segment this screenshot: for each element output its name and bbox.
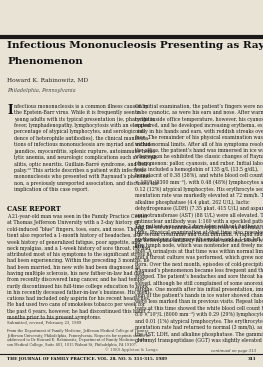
Text: Phenomenon: Phenomenon	[7, 57, 83, 66]
Text: A 21-year-old man was seen in the Family Practice Center
at Thomas Jefferson Uni: A 21-year-old man was seen in the Family…	[7, 214, 152, 320]
Text: Howard K. Rabinowitz, MD: Howard K. Rabinowitz, MD	[7, 78, 88, 83]
Text: continued on page 313: continued on page 313	[211, 349, 256, 353]
Text: Infectious Mononucleosis Presenting as Raynaud’s: Infectious Mononucleosis Presenting as R…	[7, 41, 263, 50]
Text: CASE REPORT: CASE REPORT	[7, 205, 61, 213]
Text: nfectious mononucleosis is a common illness caused by
the Epstein-Barr virus. Wh: nfectious mononucleosis is a common illn…	[14, 104, 159, 192]
Text: On initial examination, the patient’s fingers were noted
to be cyanotic, as were: On initial examination, the patient’s fi…	[135, 104, 263, 249]
Text: The patient was seen 2 days later without further symp-
toms. Physical examinati: The patient was seen 2 days later withou…	[135, 224, 263, 343]
Text: 311: 311	[247, 357, 256, 361]
Text: From the Department of Family Medicine, Jefferson Medical College of Thomas
Jeff: From the Department of Family Medicine, …	[7, 329, 150, 347]
Text: THE JOURNAL OF FAMILY PRACTICE, VOL. 28, NO. 3: 311-315, 1989: THE JOURNAL OF FAMILY PRACTICE, VOL. 28,…	[7, 357, 167, 361]
Text: Submitted, revised, February 23, 1989: Submitted, revised, February 23, 1989	[7, 321, 81, 325]
Text: I: I	[7, 104, 13, 117]
Text: Philadelphia, Pennsylvania: Philadelphia, Pennsylvania	[7, 88, 76, 93]
Text: © 1989 Appleton & Lange: © 1989 Appleton & Lange	[105, 347, 158, 352]
